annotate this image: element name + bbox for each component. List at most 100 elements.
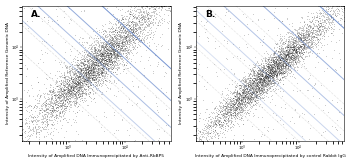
Point: [193, 140, 199, 142]
Point: [246, 89, 252, 92]
Point: [269, 73, 274, 76]
Point: [246, 76, 252, 79]
Point: [258, 87, 263, 90]
Point: [271, 17, 277, 20]
Point: [114, 31, 120, 33]
Point: [48, 137, 54, 139]
Point: [290, 48, 296, 51]
Point: [298, 39, 303, 42]
Point: [62, 82, 68, 85]
Point: [114, 19, 120, 21]
Point: [263, 72, 269, 74]
Point: [161, 5, 167, 8]
Point: [258, 135, 264, 138]
Point: [28, 119, 34, 121]
Point: [288, 48, 294, 51]
Point: [274, 43, 280, 46]
Point: [88, 72, 94, 75]
Point: [103, 56, 108, 58]
Point: [108, 53, 114, 56]
Point: [74, 82, 79, 85]
Point: [258, 58, 264, 61]
Point: [57, 88, 63, 90]
Point: [293, 51, 299, 53]
Point: [304, 14, 309, 17]
Point: [36, 119, 42, 122]
Point: [117, 48, 122, 50]
Point: [94, 58, 100, 60]
Point: [249, 91, 254, 93]
Point: [117, 49, 122, 51]
Point: [239, 110, 245, 112]
Point: [23, 140, 28, 142]
Point: [51, 108, 57, 111]
Point: [42, 114, 47, 117]
Point: [49, 123, 55, 125]
Point: [135, 5, 141, 8]
Point: [309, 43, 314, 46]
Point: [113, 41, 118, 44]
Point: [59, 103, 64, 105]
Point: [121, 68, 127, 71]
Point: [106, 81, 112, 84]
Point: [113, 47, 118, 50]
Point: [261, 70, 267, 73]
Point: [122, 47, 128, 50]
Point: [124, 56, 130, 59]
Point: [193, 129, 199, 132]
Point: [104, 59, 109, 62]
Point: [84, 69, 89, 72]
Point: [131, 140, 137, 142]
Point: [110, 47, 116, 50]
Point: [113, 54, 118, 57]
Point: [89, 61, 94, 64]
Point: [115, 46, 121, 48]
Point: [108, 55, 113, 58]
Point: [219, 124, 225, 127]
Point: [220, 104, 226, 107]
Point: [241, 109, 247, 111]
Point: [63, 92, 68, 95]
Point: [227, 112, 232, 114]
Point: [273, 74, 278, 76]
Point: [69, 75, 75, 78]
Point: [301, 28, 307, 31]
Point: [292, 40, 298, 43]
Point: [294, 50, 300, 52]
Point: [89, 65, 94, 68]
Point: [202, 118, 208, 121]
Point: [106, 57, 112, 60]
Point: [41, 119, 47, 122]
Point: [309, 45, 315, 48]
Point: [113, 56, 119, 58]
Point: [84, 63, 90, 65]
Point: [58, 108, 64, 110]
Point: [243, 93, 248, 95]
Point: [61, 76, 67, 78]
Point: [259, 74, 265, 76]
Point: [247, 80, 253, 82]
Point: [268, 72, 274, 75]
Point: [308, 35, 314, 38]
Point: [133, 21, 139, 24]
Point: [269, 62, 275, 65]
Point: [242, 94, 248, 97]
Point: [82, 97, 88, 99]
Point: [203, 108, 209, 111]
Point: [79, 94, 85, 97]
Point: [90, 87, 95, 90]
Point: [90, 83, 95, 86]
Point: [335, 101, 340, 103]
Point: [21, 131, 27, 133]
Point: [216, 115, 221, 118]
Point: [80, 75, 86, 77]
Point: [341, 5, 346, 8]
Point: [270, 56, 276, 58]
Point: [112, 40, 117, 42]
Point: [114, 52, 119, 54]
Point: [199, 135, 205, 138]
Point: [107, 55, 113, 58]
Point: [99, 58, 105, 61]
Point: [73, 112, 78, 114]
Point: [30, 132, 36, 134]
